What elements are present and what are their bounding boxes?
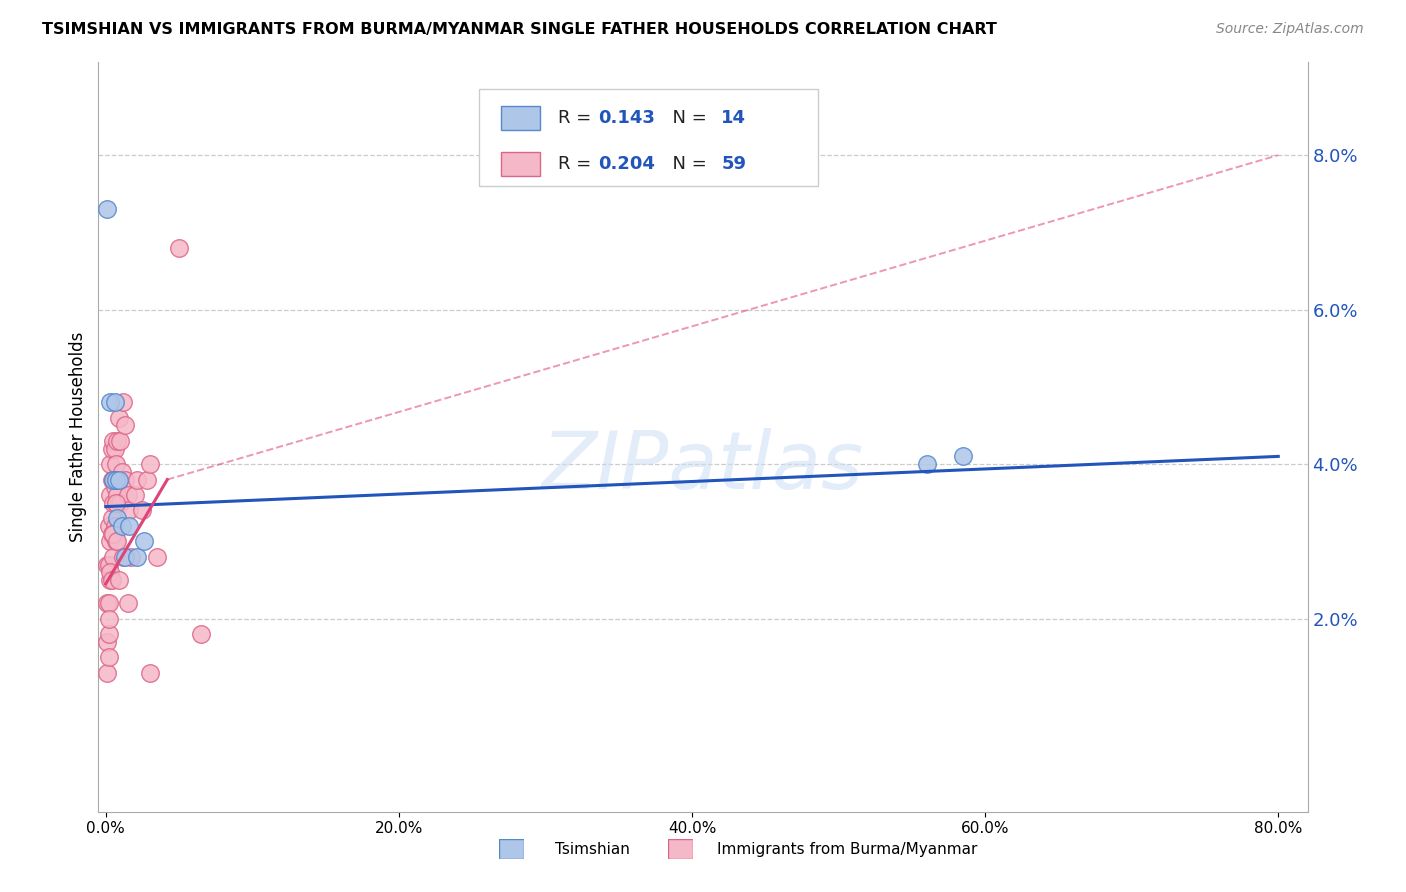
Text: TSIMSHIAN VS IMMIGRANTS FROM BURMA/MYANMAR SINGLE FATHER HOUSEHOLDS CORRELATION : TSIMSHIAN VS IMMIGRANTS FROM BURMA/MYANM… — [42, 22, 997, 37]
Point — [117, 596, 139, 610]
Text: N =: N = — [661, 109, 713, 127]
Text: ZIPatlas: ZIPatlas — [541, 428, 865, 506]
FancyBboxPatch shape — [479, 88, 818, 186]
Point — [125, 549, 148, 564]
Point — [97, 627, 120, 641]
FancyBboxPatch shape — [501, 105, 540, 129]
Point — [120, 549, 142, 564]
Point — [107, 434, 129, 448]
Point — [114, 473, 136, 487]
Point — [105, 473, 128, 487]
Point — [105, 457, 128, 471]
Point — [100, 526, 122, 541]
Point — [97, 596, 120, 610]
Text: R =: R = — [558, 155, 598, 173]
Point — [103, 442, 125, 456]
Point — [98, 534, 121, 549]
Text: 0.143: 0.143 — [598, 109, 655, 127]
Point — [107, 511, 129, 525]
Point — [98, 566, 121, 580]
Point — [97, 612, 120, 626]
Point — [108, 473, 131, 487]
Point — [118, 503, 141, 517]
Point — [96, 665, 118, 680]
Point — [124, 488, 146, 502]
Point — [108, 473, 131, 487]
Point — [96, 558, 118, 572]
Point — [96, 634, 118, 648]
Point — [100, 442, 122, 456]
Point — [131, 503, 153, 517]
Point — [103, 519, 125, 533]
Point — [103, 395, 125, 409]
Point — [952, 450, 974, 464]
Point — [103, 473, 125, 487]
Point — [110, 434, 132, 448]
Point — [125, 473, 148, 487]
Point — [101, 496, 124, 510]
Text: 0.204: 0.204 — [598, 155, 655, 173]
Point — [105, 496, 128, 510]
Text: Immigrants from Burma/Myanmar: Immigrants from Burma/Myanmar — [717, 842, 977, 856]
Point — [96, 202, 118, 217]
Point — [107, 534, 129, 549]
Point — [101, 526, 124, 541]
Text: N =: N = — [661, 155, 713, 173]
Point — [111, 519, 134, 533]
Point — [135, 473, 157, 487]
Point — [97, 650, 120, 665]
Point — [101, 473, 124, 487]
Text: Source: ZipAtlas.com: Source: ZipAtlas.com — [1216, 22, 1364, 37]
Point — [138, 665, 160, 680]
Point — [108, 573, 131, 587]
Point — [97, 519, 120, 533]
Point — [101, 473, 124, 487]
Point — [100, 573, 122, 587]
Text: 14: 14 — [721, 109, 747, 127]
Point — [112, 549, 135, 564]
Point — [98, 573, 121, 587]
Point — [112, 395, 135, 409]
Point — [98, 457, 121, 471]
Point — [108, 410, 131, 425]
Point — [915, 457, 938, 471]
Point — [138, 457, 160, 471]
Point — [98, 488, 121, 502]
Point — [132, 534, 155, 549]
Point — [107, 488, 129, 502]
Point — [105, 496, 128, 510]
Point — [101, 549, 124, 564]
Point — [190, 627, 212, 641]
Text: R =: R = — [558, 109, 598, 127]
Point — [105, 534, 128, 549]
Point — [146, 549, 169, 564]
Y-axis label: Single Father Households: Single Father Households — [69, 332, 87, 542]
Point — [118, 519, 141, 533]
Point — [103, 480, 125, 494]
Point — [111, 465, 134, 479]
Point — [117, 488, 139, 502]
Text: Tsimshian: Tsimshian — [555, 842, 630, 856]
FancyBboxPatch shape — [501, 153, 540, 177]
Point — [98, 395, 121, 409]
Text: 59: 59 — [721, 155, 747, 173]
Point — [100, 511, 122, 525]
Point — [101, 434, 124, 448]
Point — [114, 549, 136, 564]
Point — [100, 473, 122, 487]
Point — [110, 496, 132, 510]
Point — [114, 418, 136, 433]
Point — [96, 596, 118, 610]
Point — [97, 558, 120, 572]
Point — [167, 241, 190, 255]
